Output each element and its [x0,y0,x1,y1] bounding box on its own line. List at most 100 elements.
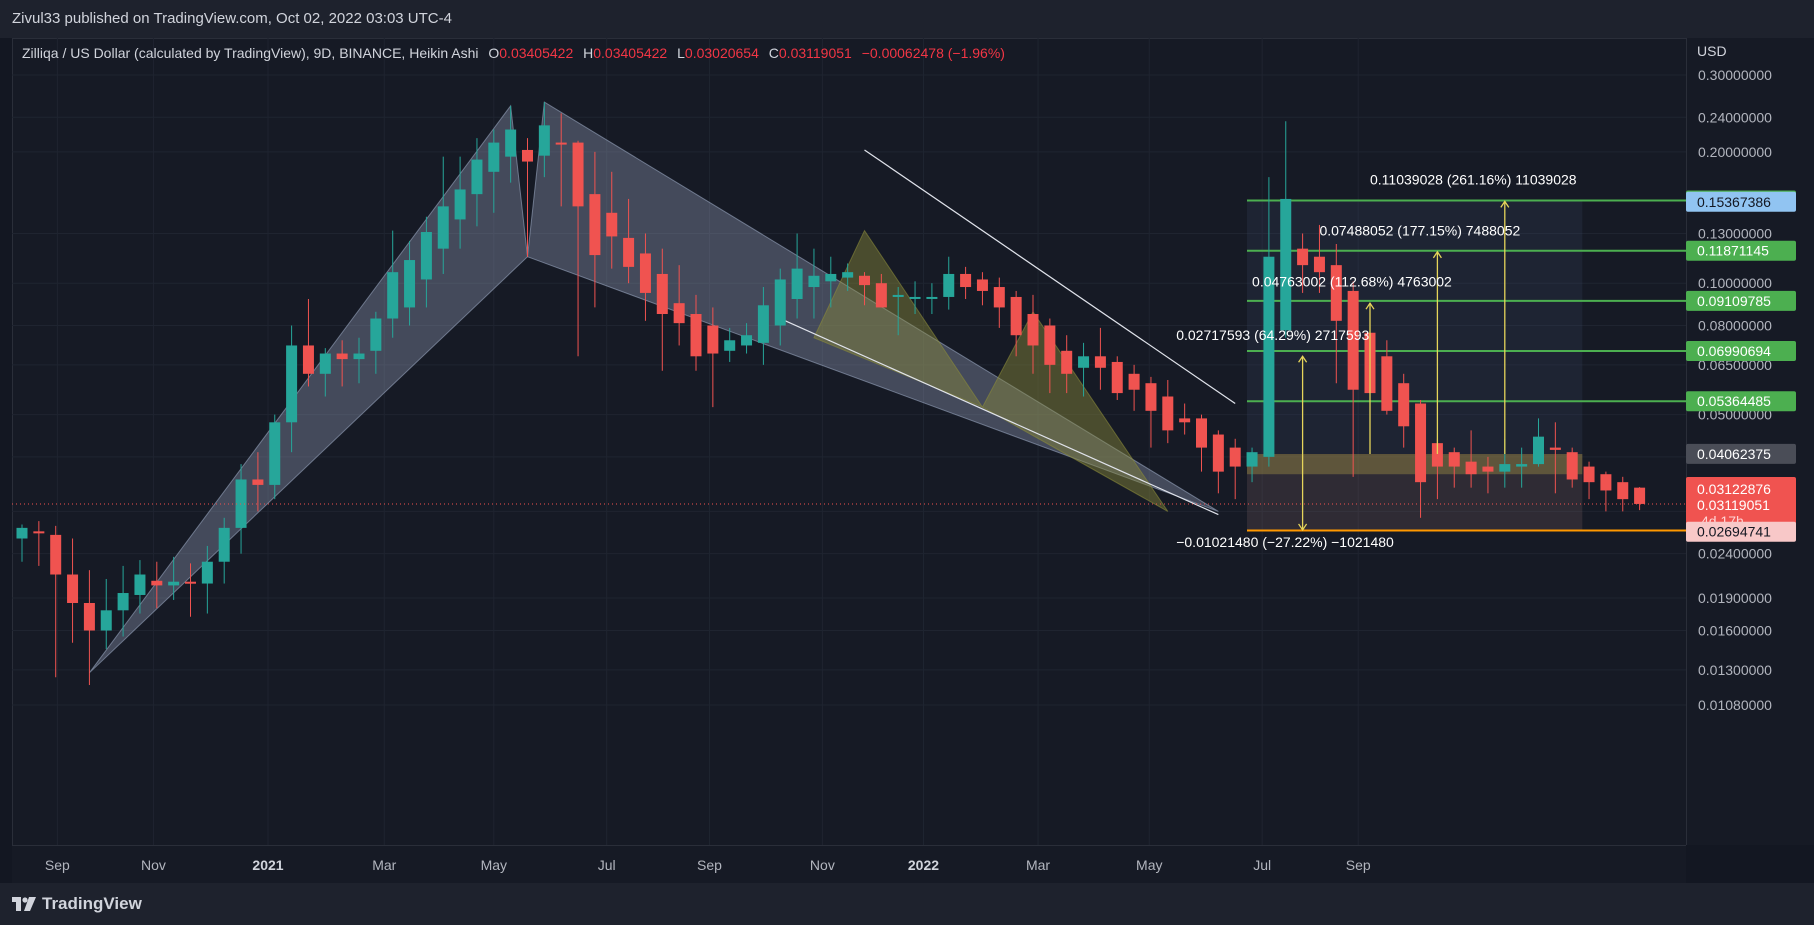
trendline [864,149,1236,405]
candle-body [134,574,146,595]
time-axis[interactable] [12,845,1686,883]
candle [875,273,887,308]
candle [572,140,584,357]
candle-body [1128,373,1140,390]
candle-body [774,279,786,326]
candle [892,287,904,336]
candle-body [370,318,382,351]
candle-body [1381,356,1393,411]
candle [825,256,837,308]
candle [808,248,820,319]
published-info: Zivul33 published on TradingView.com, Oc… [12,10,452,27]
candle [1027,294,1039,374]
candle-body [572,142,584,207]
x-tick-label: Mar [372,857,396,873]
candle [471,138,483,227]
candle [1583,461,1595,500]
candle-body [1431,443,1443,467]
candle-body [976,279,988,291]
price-badge-text: 0.02694741 [1697,524,1771,540]
candle-body [33,531,45,534]
measure-label: 0.07488052 (177.15%) 7488052 [1319,223,1520,239]
candle-body [1398,383,1410,427]
y-tick-label: 0.24000000 [1698,109,1772,125]
harmonic-xab-triangle [88,104,529,674]
candle-body [1246,452,1258,467]
candle-body [353,353,365,360]
candle [437,156,449,274]
candle [302,299,314,387]
candle [1229,438,1241,500]
symbol-legend: Zilliqa / US Dollar (calculated by Tradi… [22,45,1005,61]
candle [370,311,382,374]
candle-body [1111,361,1123,394]
y-tick-label: 0.20000000 [1698,144,1772,160]
x-tick-label: Sep [1346,857,1371,873]
candle [993,277,1005,328]
candle [67,538,79,643]
candle-body [218,527,230,562]
candle [488,129,500,213]
candle-body [623,237,635,267]
high-value: 0.03405422 [593,45,668,61]
candle [1566,447,1578,488]
candle-body [404,260,416,308]
close-value: 0.03119051 [778,45,852,61]
candle-body [909,296,921,299]
candle-body [639,253,651,293]
candle-body [269,422,281,485]
candle-body [1482,466,1494,472]
candle-body [555,142,567,145]
level-price-badge [1686,391,1796,412]
candle-body [1162,396,1174,431]
y-tick-label: 0.01600000 [1698,623,1772,639]
candle-body [825,273,837,282]
measure-label: 0.11039028 (261.16%) 11039028 [1370,171,1577,187]
footer [0,883,1814,925]
candle [404,240,416,326]
candle [1516,447,1528,488]
level-price-badge-text: 0.09109785 [1697,293,1771,309]
candle-body [286,345,298,423]
y-tick-label: 0.10000000 [1698,275,1772,291]
candle-body [1196,418,1207,448]
chart-area[interactable] [12,38,1686,845]
price-axis[interactable] [1686,38,1814,845]
candle-body [16,527,28,539]
measure-arrowhead [1365,302,1375,310]
x-tick-label: Sep [697,857,722,873]
candle-body [1297,248,1309,266]
candle [1617,476,1629,512]
candle [387,230,399,338]
y-tick-label: 0.01080000 [1698,697,1772,713]
level-price-badge [1686,290,1796,311]
tradingview-brand[interactable]: TradingView [12,894,142,914]
candle-body [151,580,163,586]
candle-body [892,294,904,297]
candle-body [1280,198,1292,331]
candle [151,561,163,609]
measure-label: 0.04763002 (112.68%) 4763002 [1252,273,1452,289]
candle-body [1549,447,1561,450]
candle-body [538,125,550,156]
candle-body [1078,356,1090,368]
candle [976,272,988,306]
y-tick-label: 0.13000000 [1698,225,1772,241]
candle [336,340,348,387]
candle-body [319,353,331,374]
candle-body [791,268,803,300]
x-tick-label: May [1136,857,1162,873]
x-tick-label: 2021 [252,857,283,873]
candle [1078,342,1090,397]
x-tick-label: Sep [45,857,70,873]
candle [218,517,230,584]
candle-body [707,325,719,354]
candle [1280,121,1292,338]
candle [757,287,769,365]
candle [1398,373,1410,448]
candle [134,560,146,614]
candle [1094,327,1106,390]
candle-body [724,340,736,351]
current-price-badge-text: 0.03119051 [1697,497,1770,513]
